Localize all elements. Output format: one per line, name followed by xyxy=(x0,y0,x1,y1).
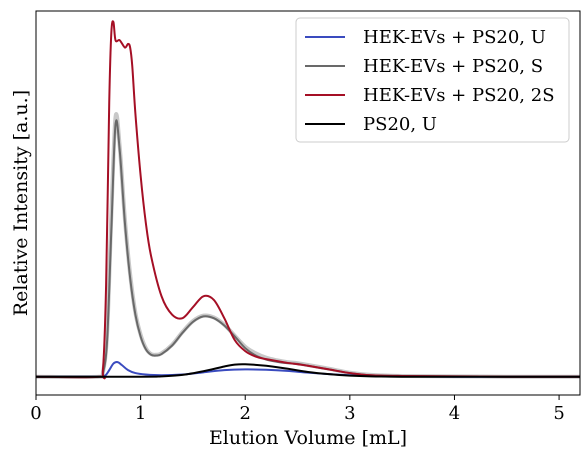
series-line-3 xyxy=(35,363,580,378)
x-axis-ticks: 0 1 2 3 4 5 xyxy=(30,395,565,424)
x-tick-label-3: 3 xyxy=(344,403,355,424)
legend-label-3: PS20, U xyxy=(363,114,437,135)
legend-box xyxy=(295,17,570,143)
series-lines xyxy=(35,20,580,380)
x-tick-label-2: 2 xyxy=(240,403,251,424)
plot-frame xyxy=(35,10,581,396)
x-axis-label: Elution Volume [mL] xyxy=(209,427,407,449)
x-tick-label-0: 0 xyxy=(30,403,41,424)
legend-label-1: HEK-EVs + PS20, S xyxy=(363,56,543,77)
x-tick-label-1: 1 xyxy=(135,403,146,424)
x-tick-label-5: 5 xyxy=(553,403,564,424)
legend-label-0: HEK-EVs + PS20, U xyxy=(363,27,546,48)
x-tick-label-4: 4 xyxy=(449,403,460,424)
y-axis-label: Relative Intensity [a.u.] xyxy=(10,90,32,316)
legend: HEK-EVs + PS20, U HEK-EVs + PS20, S HEK-EV… xyxy=(295,17,570,143)
series-line-2 xyxy=(35,20,580,380)
legend-label-2: HEK-EVs + PS20, 2S xyxy=(363,85,555,106)
